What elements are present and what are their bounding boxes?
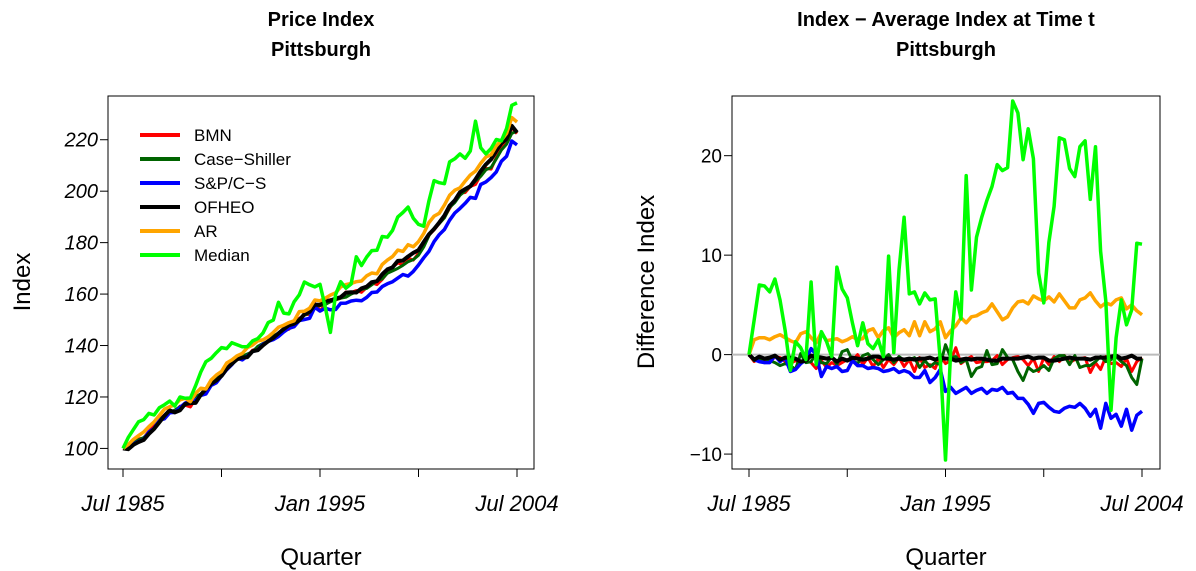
series-line-median	[747, 99, 1143, 462]
panel-subtitle: Pittsburgh	[271, 39, 371, 61]
series-line-ar	[121, 115, 519, 450]
price-index-panel: Price Index Pittsburgh 100 120 140 160 180 20…	[9, 9, 559, 571]
x-axis: Jul 1985 Jan 1995 Jul 2004	[80, 469, 559, 516]
y-tick-label: 220	[64, 130, 98, 152]
panel-title: Index − Average Index at Time t	[797, 9, 1095, 31]
panel-subtitle: Pittsburgh	[896, 39, 996, 61]
legend-label: S&P/C−S	[194, 174, 266, 193]
y-axis-label: Difference Index	[633, 195, 660, 369]
x-axis-label: Quarter	[905, 544, 986, 571]
legend-label: BMN	[194, 126, 232, 145]
legend-label: OFHEO	[194, 198, 254, 217]
y-tick-label: 160	[65, 284, 98, 306]
y-tick-label: 180	[65, 233, 98, 255]
y-tick-label: 200	[64, 181, 98, 203]
y-tick-label: 140	[65, 336, 98, 358]
x-tick-label: Jul 1985	[706, 491, 791, 516]
x-tick-label: Jul 1985	[80, 491, 165, 516]
series-lines	[121, 101, 519, 452]
y-tick-label: 0	[711, 346, 722, 367]
panel-title: Price Index	[268, 9, 375, 31]
difference-index-panel: Index − Average Index at Time t Pittsbur…	[633, 9, 1184, 571]
x-tick-label: Jul 2004	[1099, 491, 1183, 516]
y-axis-label: Index	[9, 253, 36, 312]
legend: BMN Case−Shiller S&P/C−S OFHEO AR Median	[140, 126, 291, 265]
legend-label: AR	[194, 222, 218, 241]
y-tick-label: 10	[701, 246, 722, 267]
legend-label: Case−Shiller	[194, 150, 291, 169]
y-tick-label: 20	[701, 147, 722, 168]
y-tick-label: 120	[65, 387, 98, 409]
series-line-median	[121, 101, 518, 450]
x-tick-label: Jul 2004	[474, 491, 558, 516]
series-line-ofheo	[122, 123, 519, 452]
x-tick-label: Jan 1995	[274, 491, 366, 516]
y-tick-label: 100	[65, 438, 98, 460]
x-tick-label: Jan 1995	[899, 491, 991, 516]
plot-frame	[107, 95, 535, 470]
series-lines	[747, 99, 1144, 462]
x-axis-label: Quarter	[280, 544, 361, 571]
y-tick-label: −10	[690, 445, 722, 466]
x-axis: Jul 1985 Jan 1995 Jul 2004	[706, 469, 1184, 516]
y-axis: −10 0 10 20	[690, 147, 732, 466]
legend-label: Median	[194, 246, 250, 265]
y-axis: 100 120 140 160 180 200 220	[64, 130, 108, 460]
